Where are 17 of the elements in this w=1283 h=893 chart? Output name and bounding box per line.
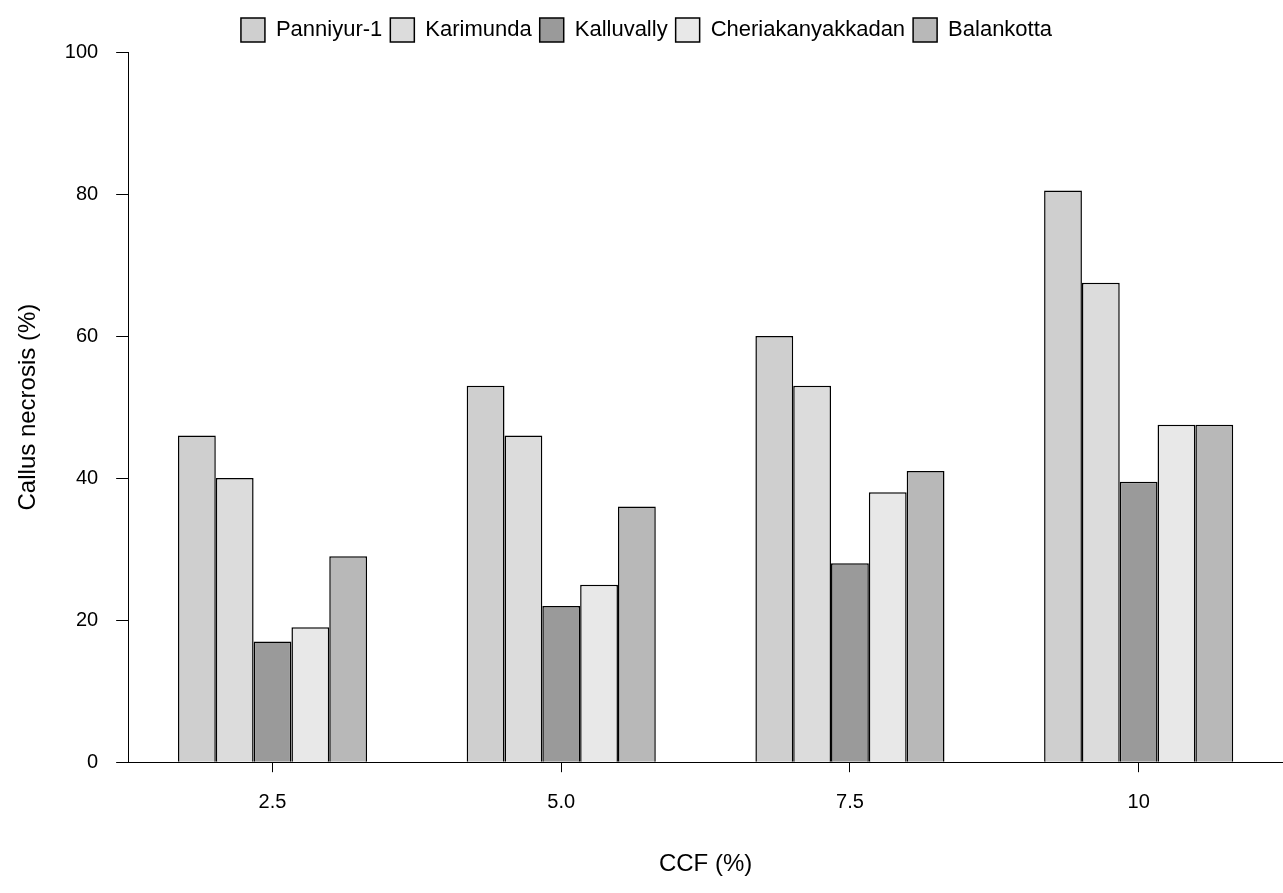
x-axis-title: CCF (%) [658, 849, 753, 877]
legend-label: Balankotta [948, 16, 1053, 42]
legend-label: Cheriakanyakkadan [710, 16, 906, 42]
legend-label: Panniyur-1 [275, 16, 383, 42]
y-tick-label: 0 [87, 749, 99, 772]
legend-label: Kalluvally [574, 16, 668, 42]
y-tick-label: 20 [75, 607, 99, 630]
y-tick-label: 80 [75, 181, 99, 204]
y-tick-label: 40 [75, 465, 99, 488]
legend-label: Karimunda [425, 16, 533, 42]
x-tick-label: 7.5 [836, 789, 864, 812]
x-tick-label: 2.5 [258, 789, 287, 812]
x-tick-label: 10 [1127, 789, 1150, 812]
y-tick-label: 60 [75, 323, 99, 346]
y-tick-label: 100 [64, 39, 99, 62]
x-tick-label: 5.0 [547, 789, 576, 812]
y-axis-title: Callus necrosis (%) [13, 303, 41, 511]
